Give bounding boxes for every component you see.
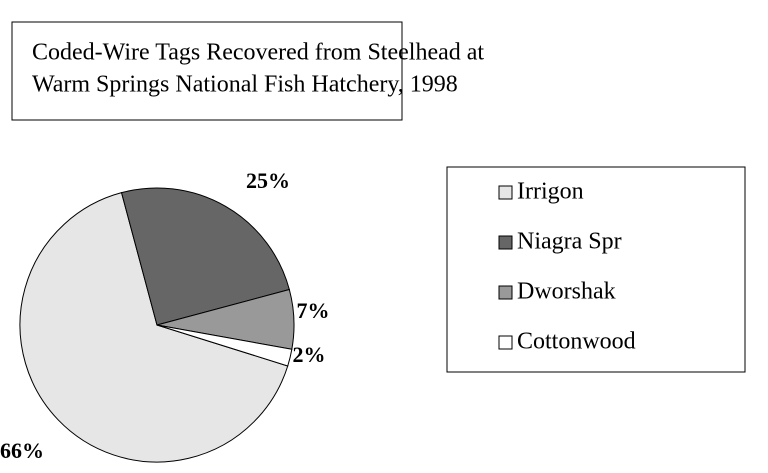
title-box bbox=[11, 21, 403, 121]
legend-swatch bbox=[498, 285, 513, 300]
legend-label: Niagra Spr bbox=[517, 229, 622, 255]
chart-title: Warm Springs National Fish Hatchery, 199… bbox=[32, 72, 458, 98]
chart-title: Coded-Wire Tags Recovered from Steelhead… bbox=[32, 40, 484, 66]
data-label: 7% bbox=[297, 298, 330, 323]
data-label: 2% bbox=[293, 342, 326, 367]
legend-label: Irrigon bbox=[517, 179, 584, 205]
legend-box bbox=[446, 166, 746, 373]
legend-label: Cottonwood bbox=[517, 329, 636, 355]
legend-label: Dworshak bbox=[517, 279, 616, 305]
data-label: 66% bbox=[0, 438, 44, 463]
pie-slice bbox=[120, 187, 290, 326]
pie-slice bbox=[156, 324, 293, 367]
legend-swatch bbox=[498, 235, 513, 250]
legend-swatch bbox=[498, 335, 513, 350]
data-label: 25% bbox=[246, 168, 290, 193]
legend-swatch bbox=[498, 185, 513, 200]
pie-slice bbox=[19, 192, 289, 463]
